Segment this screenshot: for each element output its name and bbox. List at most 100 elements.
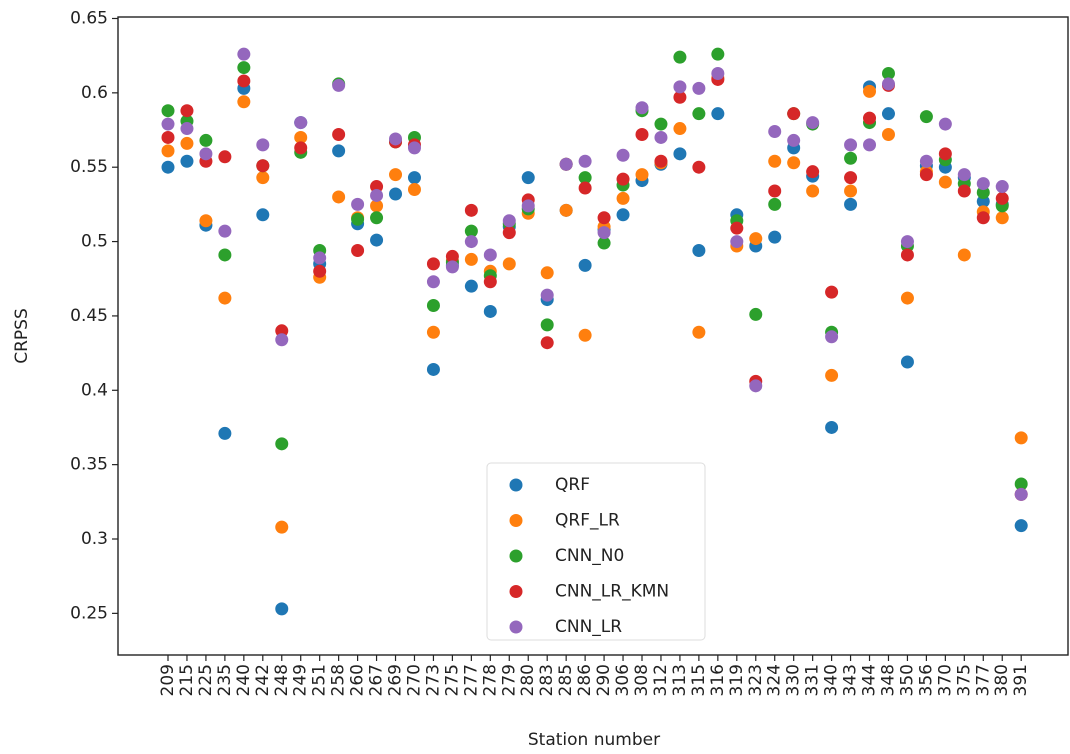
point	[578, 328, 592, 342]
point	[275, 520, 289, 534]
point	[730, 235, 744, 249]
point	[332, 144, 346, 158]
point	[938, 175, 952, 189]
point	[218, 150, 232, 164]
point	[351, 197, 365, 211]
point	[180, 122, 194, 136]
point	[559, 203, 573, 217]
point	[787, 133, 801, 147]
point	[825, 330, 839, 344]
point	[578, 181, 592, 195]
x-tick-label: 283	[537, 664, 557, 696]
point	[597, 236, 611, 250]
point	[938, 147, 952, 161]
point	[426, 325, 440, 339]
point	[900, 291, 914, 305]
point	[445, 260, 459, 274]
x-tick-label: 280	[518, 664, 538, 696]
point	[559, 157, 573, 171]
point	[995, 191, 1009, 205]
point	[218, 426, 232, 440]
point	[1014, 487, 1028, 501]
point	[464, 224, 478, 238]
point	[900, 235, 914, 249]
point	[881, 77, 895, 91]
point	[275, 333, 289, 347]
point	[313, 251, 327, 265]
x-tick-label: 275	[442, 664, 462, 696]
point	[711, 67, 725, 81]
point	[464, 235, 478, 249]
point	[161, 117, 175, 131]
y-tick-label: 0.3	[81, 529, 108, 549]
x-tick-label: 375	[954, 664, 974, 696]
point	[180, 104, 194, 118]
point	[616, 191, 630, 205]
point	[995, 211, 1009, 225]
point	[806, 184, 820, 198]
point	[502, 257, 516, 271]
x-tick-label: 285	[556, 664, 576, 696]
x-tick-label: 235	[215, 664, 235, 696]
point	[616, 208, 630, 222]
point	[749, 307, 763, 321]
point	[825, 420, 839, 434]
point	[407, 141, 421, 155]
point	[863, 84, 877, 98]
point	[616, 148, 630, 162]
y-tick-label: 0.45	[70, 306, 108, 326]
point	[351, 243, 365, 257]
point	[256, 208, 270, 222]
point	[654, 154, 668, 168]
point	[578, 154, 592, 168]
legend: QRF QRF_LR CNN_N0 CNN_LR_KMN CNN_LR	[486, 462, 706, 641]
plot-frame	[117, 16, 1069, 656]
point	[294, 130, 308, 144]
point	[275, 602, 289, 616]
point	[370, 188, 384, 202]
point	[199, 133, 213, 147]
point	[900, 355, 914, 369]
point	[180, 154, 194, 168]
point	[218, 248, 232, 262]
point	[654, 130, 668, 144]
point	[919, 154, 933, 168]
point	[256, 159, 270, 173]
legend-marker	[509, 585, 523, 598]
x-tick-label: 319	[727, 664, 747, 696]
point	[597, 211, 611, 225]
point	[995, 180, 1009, 194]
legend-label: CNN_N0	[555, 546, 624, 566]
point	[464, 252, 478, 266]
point	[654, 117, 668, 131]
x-tick-label: 377	[973, 664, 993, 696]
point	[1014, 431, 1028, 445]
point	[635, 101, 649, 115]
point	[294, 141, 308, 155]
point	[711, 47, 725, 61]
x-tick-label: 312	[651, 664, 671, 696]
x-tick-label: 290	[594, 664, 614, 696]
point	[218, 291, 232, 305]
point	[256, 138, 270, 152]
point	[844, 184, 858, 198]
point	[768, 125, 782, 139]
point	[768, 184, 782, 198]
point	[237, 47, 251, 61]
point	[370, 180, 384, 194]
x-tick-label: 240	[234, 664, 254, 696]
point	[825, 285, 839, 299]
point	[483, 248, 497, 262]
x-tick-label: 323	[746, 664, 766, 696]
point	[844, 171, 858, 185]
x-tick-label: 242	[253, 664, 273, 696]
point	[768, 197, 782, 211]
point	[673, 147, 687, 161]
point	[540, 336, 554, 350]
point	[218, 224, 232, 238]
point	[1014, 477, 1028, 491]
point	[578, 258, 592, 272]
legend-label: CNN_LR	[555, 617, 622, 637]
legend-label: QRF_LR	[555, 511, 620, 531]
legend-marker	[509, 549, 523, 563]
